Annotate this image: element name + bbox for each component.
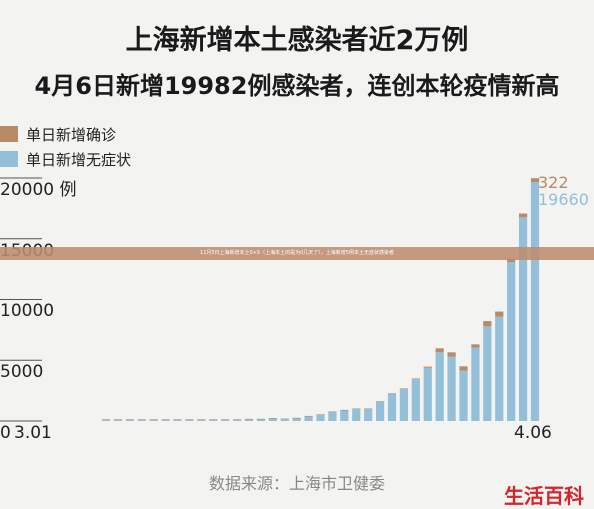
legend-swatch-asymptomatic xyxy=(0,151,18,167)
bar-confirmed xyxy=(149,419,158,420)
bar-asymptomatic xyxy=(340,410,349,421)
bar-asymptomatic xyxy=(113,420,123,421)
page-title: 上海新增本土感染者近2万例 xyxy=(125,25,469,56)
bar-confirmed xyxy=(530,178,540,183)
bar-confirmed xyxy=(197,419,206,420)
bar-asymptomatic xyxy=(387,393,397,421)
grid-lines xyxy=(0,177,42,422)
page-subtitle: 4月6日新增19982例感染者，连创本轮疫情新高 xyxy=(34,72,560,100)
bar-asymptomatic xyxy=(518,217,528,421)
legend-item-confirmed: 单日新增确诊 xyxy=(0,122,131,146)
bar-asymptomatic xyxy=(137,420,146,421)
bar-confirmed xyxy=(471,344,480,348)
bar-asymptomatic xyxy=(101,420,111,421)
bar-asymptomatic xyxy=(423,367,432,421)
x-tick-label-end: 4.06 xyxy=(514,423,552,443)
bar-confirmed xyxy=(256,418,266,420)
y-axis-ticks: 20000 例 15000 10000 5000 0 xyxy=(0,180,76,443)
bar-asymptomatic xyxy=(459,370,468,421)
bar-confirmed xyxy=(423,366,432,368)
bar-confirmed xyxy=(113,419,123,420)
bar-confirmed xyxy=(435,348,444,353)
bar-asymptomatic xyxy=(149,420,158,421)
bar-confirmed xyxy=(268,418,277,419)
annotation-last-confirmed: 322 xyxy=(538,173,569,192)
bar-confirmed xyxy=(209,419,218,420)
bar-confirmed xyxy=(101,419,111,420)
bar-asymptomatic xyxy=(411,379,420,421)
legend-label-asymptomatic: 单日新增无症状 xyxy=(26,150,132,169)
bar-confirmed xyxy=(292,417,301,419)
bar-confirmed xyxy=(137,419,146,420)
bar-asymptomatic xyxy=(232,420,242,421)
bar-asymptomatic xyxy=(256,419,266,421)
bar-series xyxy=(101,178,540,421)
bar-confirmed xyxy=(459,366,468,371)
bar-asymptomatic xyxy=(209,420,218,421)
bar-confirmed xyxy=(280,418,289,420)
bar-asymptomatic xyxy=(280,419,289,421)
legend-label-confirmed: 单日新增确诊 xyxy=(26,125,117,144)
data-source: 数据来源：上海市卫健委 xyxy=(208,474,385,493)
bar-confirmed xyxy=(352,408,361,410)
site-logo: 生活百科 xyxy=(504,484,584,508)
bar-confirmed xyxy=(161,419,170,420)
annotation-last-asymptomatic: 19660 xyxy=(538,190,589,209)
bar-asymptomatic xyxy=(161,420,170,421)
bar-asymptomatic xyxy=(221,420,230,421)
bar-confirmed xyxy=(495,311,504,317)
bar-confirmed xyxy=(375,401,385,402)
bar-confirmed xyxy=(125,419,134,420)
bar-confirmed xyxy=(483,321,492,327)
bar-asymptomatic xyxy=(375,401,385,421)
bar-asymptomatic xyxy=(435,352,444,421)
bar-asymptomatic xyxy=(471,347,480,421)
bar-asymptomatic xyxy=(316,415,325,421)
overlay-banner[interactable]: 11月5日上海新增本土0+5（上海本土的是为0几天了），上海新增5例本土无症状感… xyxy=(0,247,594,260)
bar-confirmed xyxy=(304,415,313,417)
bar-confirmed xyxy=(387,393,397,394)
bar-asymptomatic xyxy=(197,420,206,421)
bar-confirmed xyxy=(447,352,456,357)
bar-asymptomatic xyxy=(304,416,313,421)
bar-confirmed xyxy=(328,411,337,413)
bar-asymptomatic xyxy=(328,412,337,421)
bar-asymptomatic xyxy=(244,419,254,421)
bar-asymptomatic xyxy=(399,389,409,421)
x-tick-label-start: 3.01 xyxy=(14,423,52,443)
chart-legend: 单日新增确诊 单日新增无症状 xyxy=(0,122,131,172)
y-tick-label: 20000 例 xyxy=(0,180,76,200)
bar-confirmed xyxy=(244,418,254,420)
bar-asymptomatic xyxy=(447,356,456,421)
bar-confirmed xyxy=(232,419,242,420)
bar-asymptomatic xyxy=(185,420,194,421)
bar-asymptomatic xyxy=(173,420,182,421)
bar-asymptomatic xyxy=(125,420,134,421)
legend-swatch-confirmed xyxy=(0,126,18,142)
bar-confirmed xyxy=(507,258,516,263)
y-tick-label: 10000 xyxy=(0,301,54,321)
bar-confirmed xyxy=(518,213,528,218)
bar-confirmed xyxy=(399,388,409,390)
bar-asymptomatic xyxy=(530,182,540,421)
bar-asymptomatic xyxy=(483,326,492,421)
bar-confirmed xyxy=(185,419,194,420)
bar-confirmed xyxy=(173,419,182,420)
y-tick-label: 0 xyxy=(0,423,11,443)
bar-asymptomatic xyxy=(495,316,504,421)
legend-item-asymptomatic: 单日新增无症状 xyxy=(0,147,131,171)
bar-asymptomatic xyxy=(268,418,277,421)
bar-confirmed xyxy=(221,419,230,420)
y-tick-label: 5000 xyxy=(0,362,43,382)
bar-confirmed xyxy=(411,378,420,380)
bar-confirmed xyxy=(340,409,349,411)
bar-asymptomatic xyxy=(507,262,516,421)
bar-confirmed xyxy=(316,414,325,416)
bar-confirmed xyxy=(364,408,373,410)
bar-asymptomatic xyxy=(364,409,373,421)
bar-asymptomatic xyxy=(352,409,361,421)
bar-asymptomatic xyxy=(292,418,301,421)
